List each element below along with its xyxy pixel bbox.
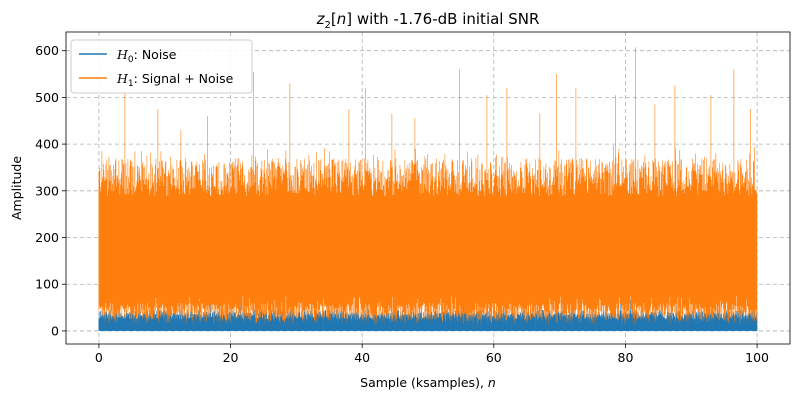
- x-tick-label: 20: [223, 350, 239, 365]
- y-tick-label: 400: [35, 137, 59, 152]
- series-noise-band: [98, 313, 758, 331]
- title-var: n: [337, 10, 347, 28]
- x-tick-label: 80: [618, 350, 634, 365]
- legend-label-noise: H0: Noise: [116, 47, 177, 65]
- y-tick-label: 100: [35, 277, 59, 292]
- y-tick-label: 200: [35, 230, 59, 245]
- x-tick-label: 0: [95, 350, 103, 365]
- legend-noise-text: : Noise: [134, 47, 177, 62]
- x-tick-label: 60: [486, 350, 502, 365]
- x-axis-label-text: Sample (ksamples),: [360, 375, 488, 390]
- y-tick-label: 500: [35, 90, 59, 105]
- legend: H0: Noise H1: Signal + Noise: [70, 39, 253, 94]
- legend-signal-text: : Signal + Noise: [134, 71, 234, 86]
- title-subscript: 2: [324, 20, 330, 31]
- y-axis-label: Amplitude: [9, 156, 24, 220]
- legend-box: [70, 39, 253, 94]
- x-tick-label: 40: [354, 350, 370, 365]
- y-tick-label: 0: [51, 323, 59, 338]
- x-axis-label: Sample (ksamples), n: [360, 375, 496, 390]
- ticks-layer: 0 20 40 60 80 100 0 100 200 300 400 500 600: [35, 43, 769, 365]
- chart-title: z2[n] with -1.76-dB initial SNR: [316, 10, 540, 31]
- y-tick-label: 600: [35, 43, 59, 58]
- x-tick-label: 100: [745, 350, 769, 365]
- legend-signal-sub: 1: [128, 79, 134, 89]
- title-suffix: ] with -1.76-dB initial SNR: [346, 10, 539, 28]
- series-signal-noise-line: [98, 47, 758, 330]
- x-axis-label-var: n: [488, 375, 496, 390]
- legend-signal-script: H: [116, 71, 129, 86]
- legend-noise-sub: 0: [128, 55, 134, 65]
- title-bracket: [: [331, 10, 337, 28]
- y-tick-label: 300: [35, 183, 59, 198]
- plot-frame: [65, 31, 791, 345]
- series-layer: [98, 47, 758, 331]
- legend-noise-script: H: [116, 47, 129, 62]
- title-prefix: z: [316, 10, 326, 28]
- legend-label-signal-noise: H1: Signal + Noise: [116, 71, 234, 89]
